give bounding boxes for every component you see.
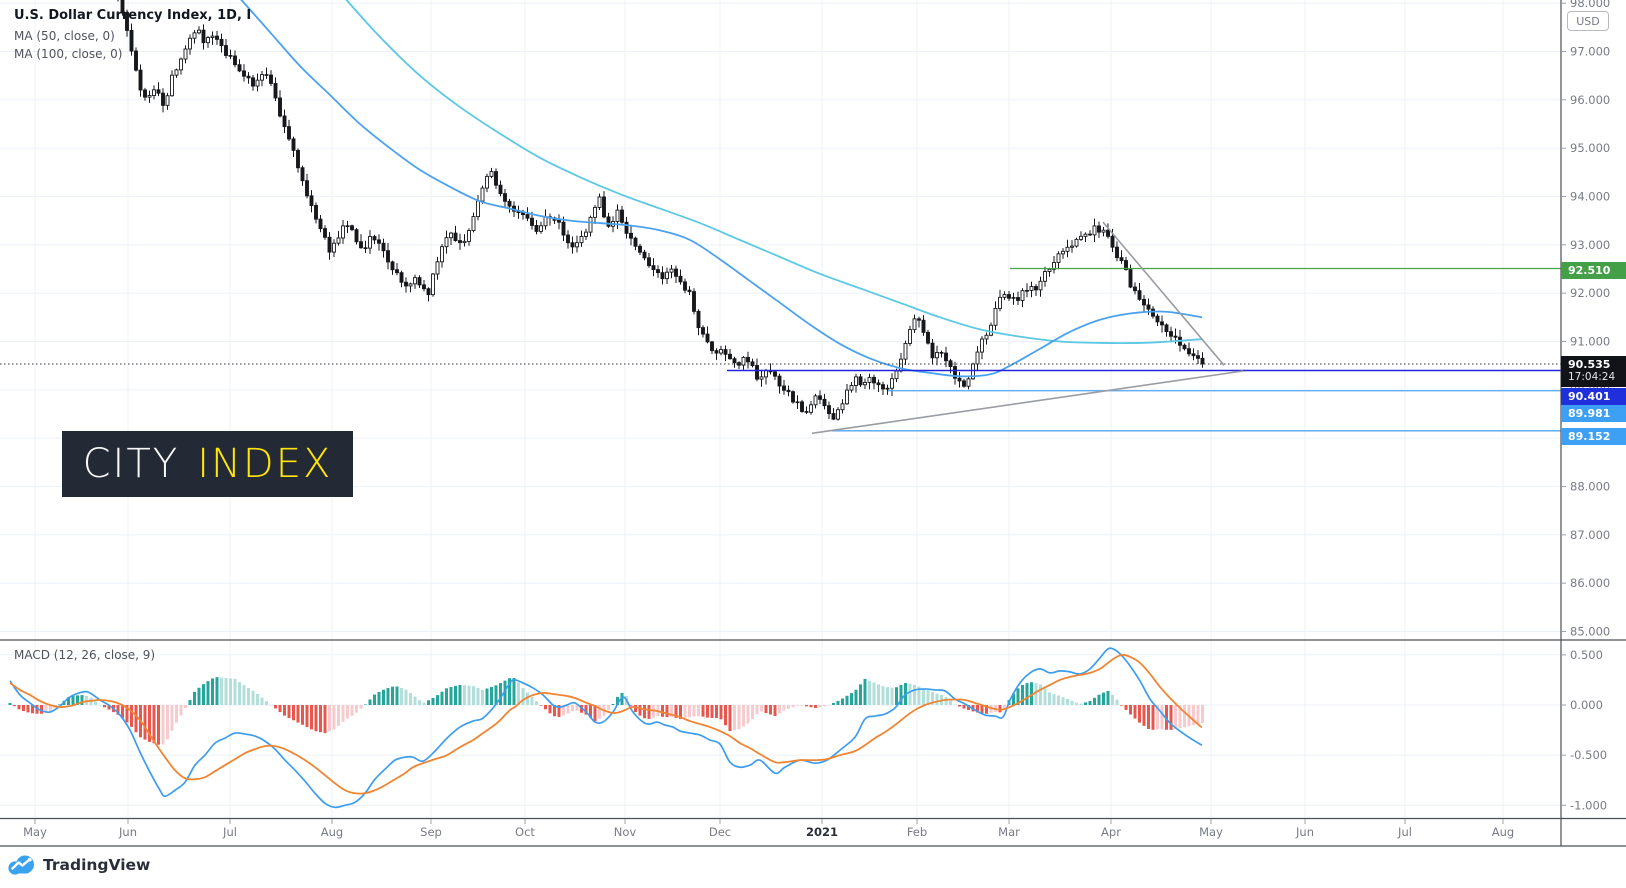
trendline[interactable] (811, 370, 1244, 435)
time-axis-label: Aug (321, 825, 343, 839)
price-level-badge: 89.981 (1561, 404, 1626, 422)
price-level-badge: 89.152 (1561, 427, 1626, 445)
ma50-line (240, 0, 1203, 378)
macd-signal-line (9, 653, 1203, 795)
time-axis-label: Nov (614, 825, 637, 839)
price-axis[interactable]: 98.000 97.000 96.000 95.000 94.000 93.000 92.0… (1561, 0, 1610, 812)
time-axis-label: Apr (1101, 825, 1121, 839)
price-tick-label: 95.000 (1570, 141, 1610, 155)
macd-tick-label: 0.500 (1570, 648, 1603, 662)
macd-histogram (8, 677, 1204, 745)
city-index-watermark: CITY INDEX (62, 431, 353, 497)
time-axis-label: May (1199, 825, 1223, 839)
time-axis-label: Jun (118, 825, 137, 839)
macd-tick-label: -0.500 (1570, 748, 1607, 762)
candle-countdown: 17:04:24 (1568, 371, 1616, 383)
time-axis-label: May (23, 825, 47, 839)
watermark-index: INDEX (197, 441, 333, 487)
macd-line (9, 647, 1203, 809)
price-tick-label: 93.000 (1570, 238, 1610, 252)
price-levels[interactable] (0, 221, 1561, 435)
macd-tick-label: -1.000 (1570, 798, 1607, 812)
price-tick-label: 96.000 (1570, 93, 1610, 107)
time-axis-label: Jul (1397, 825, 1412, 839)
tradingview-cloud-icon (8, 855, 34, 875)
moving-averages (240, 0, 1203, 378)
time-axis-label: Jun (1295, 825, 1314, 839)
time-axis-label: Sep (420, 825, 442, 839)
time-axis-label: Aug (1492, 825, 1514, 839)
price-tick-label: 97.000 (1570, 45, 1610, 59)
price-tick-label: 98.000 (1570, 0, 1610, 10)
pane-borders (0, 0, 1626, 847)
currency-badge[interactable]: USD (1567, 11, 1609, 31)
price-level-badge: 90.401 (1561, 387, 1626, 405)
time-axis-label: Mar (998, 825, 1020, 839)
time-axis-label: Oct (515, 825, 535, 839)
time-axis-label: 2021 (806, 825, 838, 839)
candlestick-series[interactable] (9, 0, 1205, 421)
tradingview-logo[interactable]: TradingView (8, 854, 150, 876)
price-level-badge: 90.535 17:04:24 (1561, 355, 1626, 387)
time-axis[interactable]: May Jun Jul Aug Sep Oct Nov Dec 2021 Feb Mar Apr May… (23, 819, 1514, 839)
time-axis-label: Jul (222, 825, 237, 839)
macd-legend[interactable]: MACD (12, 26, close, 9) (14, 648, 156, 662)
price-tick-label: 92.000 (1570, 286, 1610, 300)
price-tick-label: 87.000 (1570, 528, 1610, 542)
price-tick-label: 86.000 (1570, 576, 1610, 590)
price-tick-label: 91.000 (1570, 334, 1610, 348)
price-tick-label: 88.000 (1570, 479, 1610, 493)
watermark-city: CITY (82, 441, 180, 487)
price-level-badge: 92.510 (1561, 261, 1626, 279)
time-axis-label: Dec (709, 825, 731, 839)
price-tick-label: 85.000 (1570, 624, 1610, 638)
tradingview-logo-text: TradingView (43, 856, 151, 874)
macd-tick-label: 0.000 (1570, 698, 1603, 712)
trendline[interactable] (1102, 221, 1225, 366)
time-axis-label: Feb (907, 825, 927, 839)
price-tick-label: 94.000 (1570, 189, 1610, 203)
ma100-line (345, 0, 1203, 345)
macd-lines (9, 647, 1203, 809)
